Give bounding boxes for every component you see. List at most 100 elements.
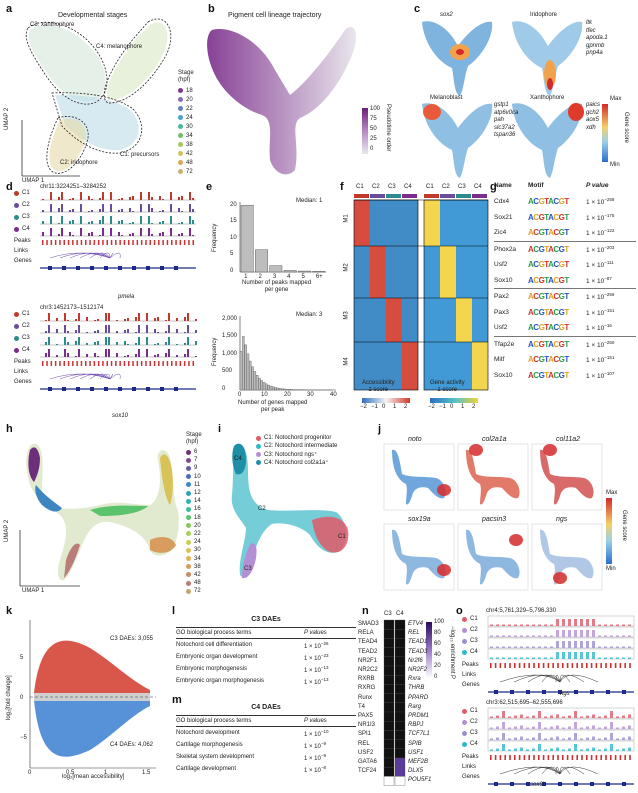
c3-daes-title: C3 DAEs [251,616,281,623]
row-label-genes: Genes [14,379,32,385]
y-tick: 0 [230,268,234,274]
motif-logo: ACGTACGT [528,323,569,333]
peak-mark [619,755,622,760]
track-peak [102,228,104,236]
track-peak [154,318,156,321]
link-arc [59,373,111,380]
x-tick: 3 [272,274,277,280]
track-peak [69,210,71,212]
peak-mark [610,755,612,760]
track-peak [170,228,172,236]
track-peak [490,716,493,718]
track-peak [195,319,197,321]
track-peak [550,737,553,740]
track-peak [490,646,493,648]
row-label-peaks: Peaks [14,359,31,365]
scale-tick: 80 [434,630,441,636]
y-tick: 5 [230,251,234,258]
gene-name: aox5 [586,117,600,123]
link-arc [555,674,561,683]
track-peak [157,317,159,321]
track-peak [140,216,142,224]
acc-label: Accessibility z score [362,380,395,393]
peak-mark [59,361,61,366]
link-arc [499,766,561,775]
gene-name: tfec [586,27,596,34]
peak-mark [179,240,182,245]
tf-left-GATA6: GATA6 [358,759,377,765]
accessibility-cell [370,298,386,342]
link-arc [49,373,111,380]
track-peak [127,318,129,321]
track-peak [532,635,535,637]
row-label-peaks: Peaks [14,238,31,244]
y-tick: 10 [230,234,237,241]
track-peak [58,208,60,212]
track-peak [604,624,607,626]
track-peak [544,749,547,751]
legend-swatch [186,572,191,578]
track-name: C1 [470,616,478,622]
peak-mark [93,361,96,366]
track-label-C4: C4 [14,347,30,353]
c3-cell [383,776,395,786]
go-term: Embryonic morphogenesis [176,666,248,672]
c4-cell [394,629,406,639]
motif-p-value: 1 × 10−111 [586,260,614,270]
header-cell: Motif [528,182,544,189]
track-peak [496,715,499,718]
legend-swatch [186,580,191,586]
track-peak [604,726,607,729]
go-p-value: 1 × 10−8 [304,764,326,774]
panel-k-ylabel: log₂[fold change] [6,675,12,720]
panel-e-top-xlabel: Number of peaks mapped per gene [242,280,312,293]
peak-mark [140,240,143,245]
link-arc [555,766,561,775]
track-peak [538,744,541,751]
track-peak [532,646,535,648]
y-tick: 2,000 [222,315,238,322]
x-tick: 10 [261,392,268,398]
exon [510,782,514,786]
peak-mark [523,755,526,760]
tf-right-PPARD: PPARD [408,694,429,701]
tf-right-DLX5: DLX5 [408,768,424,775]
go-p-value: 1 × 10−13 [304,676,329,686]
track-peak [508,727,511,729]
panel-l-go-table: C3 DAEs GO biological process terms P valu… [176,616,356,687]
cluster-legend-item: C4: Notochord col2a1a⁺ [256,458,337,466]
track-peak [99,235,101,236]
histogram-bar [255,374,259,391]
legend-swatch [178,133,183,138]
track-peak [586,726,589,729]
track-peak [628,725,631,729]
peak-mark [576,755,578,760]
panel-a-ylabel: UMAP 2 [4,107,10,130]
peak-mark [175,240,177,245]
peak-mark [192,240,194,245]
track-peak [178,234,180,236]
peak-mark [504,755,506,760]
track-peak [75,319,77,321]
iridophore-gene-list: ltk tfec apoda.1 gpnmb pnp4a [586,20,608,58]
c4-cell [394,711,406,722]
track-peak [544,716,547,718]
track-peak [592,747,595,751]
track-peak [67,331,69,333]
peak-mark [509,663,511,668]
track-peak [165,353,167,357]
peak-mark [595,755,598,760]
legend-swatch [186,588,191,594]
gene-activity-cell [472,246,488,298]
track-peak [616,727,619,729]
histogram-bar [269,385,273,391]
table-row: Pax2 ACGTACGT 1 × 10−256 [494,288,636,305]
track-peak [154,344,156,345]
histogram-bar [269,265,283,273]
exon [574,782,578,786]
exon [90,266,94,270]
panel-m-letter: m [172,694,182,706]
table-row: Zic4 ACGTACGT 1 × 10−122 [494,225,636,241]
gene-name: gstp1 [494,102,509,108]
track-dot [462,708,467,714]
